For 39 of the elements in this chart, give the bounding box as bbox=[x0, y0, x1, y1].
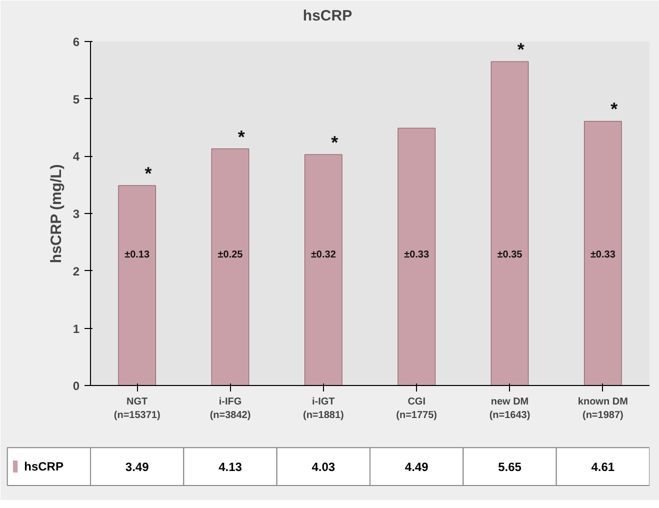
y-tick-label: 2 bbox=[72, 264, 80, 278]
bar bbox=[584, 120, 622, 386]
bar bbox=[490, 61, 529, 386]
annotation: ±0.13 bbox=[124, 249, 150, 260]
data-label: 4.61 bbox=[591, 460, 615, 474]
annotation: ±0.32 bbox=[310, 249, 336, 260]
data-label: 5.65 bbox=[498, 460, 522, 474]
bar bbox=[304, 154, 342, 386]
legend-label: hsCRP bbox=[24, 460, 64, 474]
y-tick-label: 3 bbox=[72, 207, 80, 222]
y-tick-label: 0 bbox=[72, 379, 80, 394]
y-tick-label: 6 bbox=[72, 34, 80, 49]
x-tick-label: i-IGT (n=1881) bbox=[302, 396, 344, 421]
y-tick-label: 1 bbox=[72, 322, 80, 336]
y-tick-label: 5 bbox=[72, 92, 80, 106]
data-label: 4.03 bbox=[312, 460, 336, 474]
annotation: ±0.25 bbox=[218, 249, 244, 260]
chart-title: hsCRP bbox=[302, 8, 352, 24]
data-label: 3.49 bbox=[125, 460, 150, 474]
x-tick-label: new DM (n=1643) bbox=[489, 396, 530, 421]
bar bbox=[211, 148, 250, 386]
annotation: * bbox=[238, 126, 245, 147]
y-axis-title: hsCRP (mg/L) bbox=[48, 164, 65, 264]
x-tick-label: NGT (n=15371) bbox=[114, 396, 160, 421]
annotation: ±0.33 bbox=[590, 249, 616, 260]
data-label: 4.13 bbox=[218, 460, 242, 474]
x-tick-label: i-IFG (n=3842) bbox=[210, 396, 251, 421]
annotation: * bbox=[610, 99, 618, 120]
annotation: ±0.35 bbox=[497, 249, 523, 260]
annotation: * bbox=[331, 132, 338, 153]
annotation: * bbox=[144, 163, 152, 184]
bar bbox=[398, 128, 436, 386]
bar bbox=[118, 185, 156, 386]
x-tick-label: known DM (n=1987) bbox=[578, 396, 628, 421]
y-tick-label: 4 bbox=[72, 150, 80, 164]
data-label: 4.49 bbox=[404, 460, 429, 474]
x-tick-label: CGI (n=1775) bbox=[396, 396, 438, 421]
annotation: ±0.33 bbox=[404, 249, 430, 260]
annotation: * bbox=[517, 40, 524, 60]
